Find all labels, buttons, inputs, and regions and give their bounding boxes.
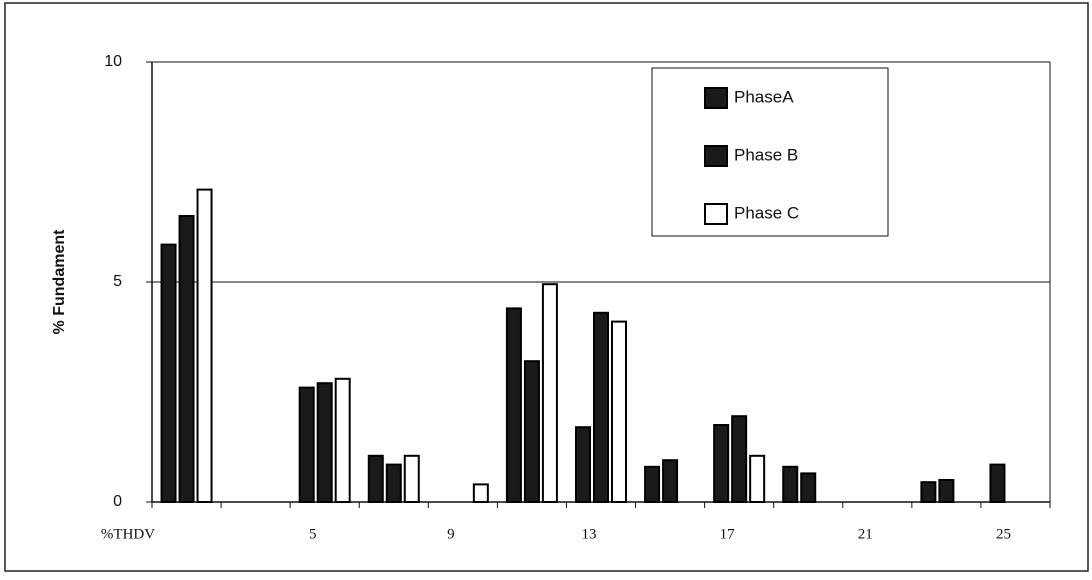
bar — [385, 463, 402, 504]
y-tick-label: 10 — [104, 53, 122, 70]
bar — [541, 283, 558, 504]
bar — [731, 415, 748, 504]
legend-swatch — [704, 145, 728, 167]
bar — [662, 459, 679, 504]
bar — [644, 465, 661, 503]
y-axis-label: % Fundament — [51, 229, 68, 335]
bar — [472, 483, 489, 503]
bar — [505, 307, 522, 503]
bar — [575, 426, 591, 504]
y-tick-label: 0 — [113, 493, 122, 510]
y-tick-label: 5 — [113, 273, 122, 290]
bar — [160, 243, 177, 503]
bar — [593, 311, 609, 503]
bar — [713, 424, 730, 503]
bar — [989, 463, 1006, 504]
bar — [611, 320, 627, 503]
bar — [938, 479, 955, 503]
legend-swatch — [704, 87, 728, 109]
legend-label: Phase B — [734, 145, 798, 164]
bar — [749, 454, 766, 503]
x-tick-label: 5 — [309, 526, 317, 542]
bar — [316, 382, 333, 504]
bar — [800, 472, 817, 503]
bar — [920, 481, 937, 504]
frame — [4, 2, 1089, 572]
bar — [367, 454, 384, 503]
bar — [178, 215, 195, 503]
legend-swatch — [704, 203, 728, 225]
bar — [298, 386, 315, 504]
bar — [196, 188, 213, 503]
x-tick-label: 21 — [858, 526, 873, 542]
bar — [403, 454, 420, 503]
legend-label: PhaseA — [734, 87, 794, 106]
bar — [334, 377, 351, 503]
bar — [523, 360, 540, 504]
x-tick-label: %THDV — [101, 526, 155, 542]
legend-label: Phase C — [734, 203, 799, 222]
x-tick-label: 25 — [996, 526, 1011, 542]
bar — [782, 465, 799, 503]
x-tick-label: 17 — [720, 526, 736, 542]
legend-box — [651, 67, 889, 237]
x-tick-label: 13 — [582, 526, 597, 542]
x-tick-label: 9 — [447, 526, 455, 542]
